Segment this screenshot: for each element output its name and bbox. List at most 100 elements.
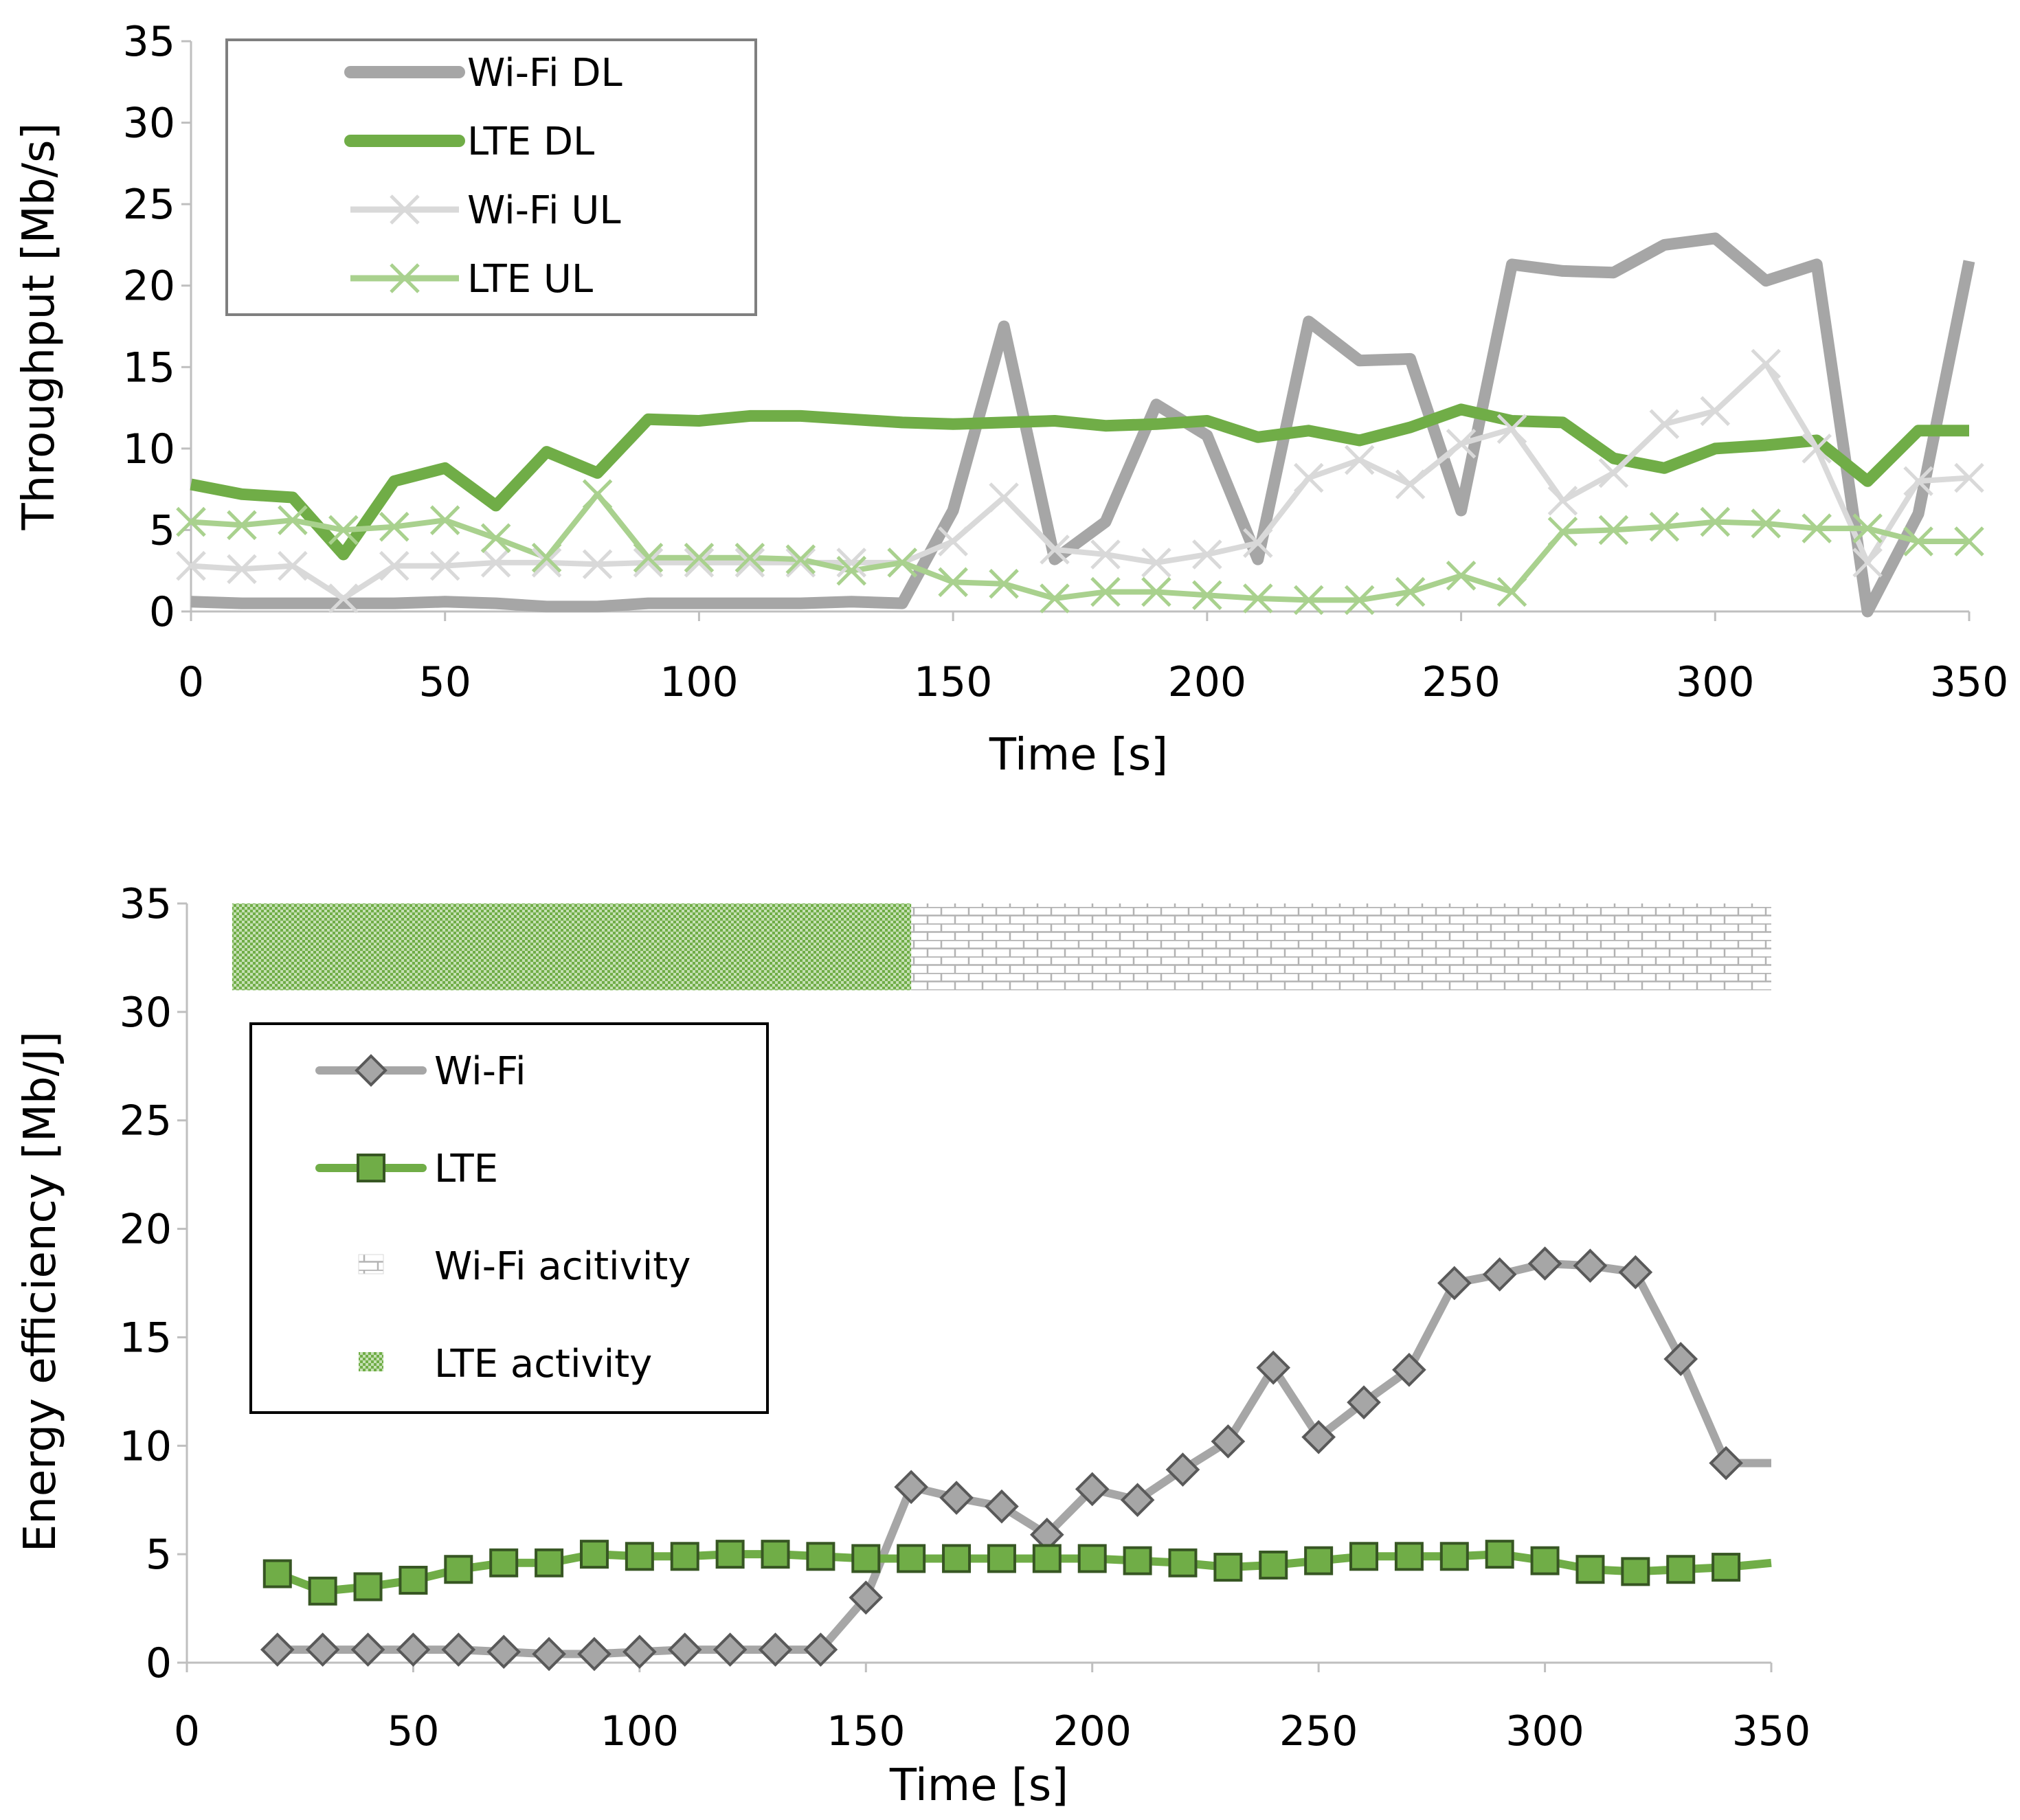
- energy-y-tick-label: 5: [146, 1531, 172, 1579]
- data-point-lte: [625, 1542, 654, 1571]
- energy-y-tick-label: 20: [120, 1206, 172, 1254]
- legend-marker-wifi: [355, 1054, 388, 1087]
- data-point-wi-fi: [712, 1632, 748, 1667]
- data-point-wi-fi-ul: [1446, 428, 1477, 459]
- data-point-wi-fi: [1256, 1350, 1291, 1385]
- data-point-wi-fi-ul: [1344, 445, 1375, 475]
- data-point-lte: [1439, 1542, 1469, 1571]
- data-point-lte-ul: [1852, 513, 1883, 543]
- data-point-lte: [987, 1544, 1016, 1573]
- series-line-wi-fi-ul: [190, 361, 1970, 601]
- legend-swatch-wifi-activity: [358, 1254, 384, 1274]
- data-point-lte-ul: [176, 506, 206, 537]
- data-point-wi-fi: [486, 1634, 521, 1670]
- data-point-lte: [897, 1544, 926, 1573]
- series-line-lte-ul: [190, 491, 1969, 603]
- data-point-wi-fi-ul: [1649, 409, 1680, 440]
- data-point-wi-fi: [1573, 1248, 1608, 1283]
- data-point-wi-fi-ul: [1090, 539, 1121, 570]
- data-point-lte: [670, 1542, 699, 1571]
- throughput-y-tick-label: 30: [123, 100, 175, 148]
- energy-y-tick-label: 10: [120, 1422, 172, 1470]
- legend-label-wifi: Wi-Fi: [434, 1049, 526, 1094]
- data-point-lte: [1712, 1553, 1741, 1582]
- throughput-y-tick-label: 5: [149, 506, 175, 554]
- legend-label-wifi-activity: Wi-Fi acitivity: [434, 1244, 691, 1289]
- data-point-wi-fi: [396, 1632, 431, 1667]
- data-point-lte: [1032, 1544, 1062, 1573]
- data-point-wi-fi-ul: [582, 549, 613, 579]
- data-point-wi-fi-ul: [1598, 458, 1629, 488]
- data-point-wi-fi-ul: [1395, 469, 1426, 499]
- data-point-lte-ul: [1040, 583, 1070, 614]
- throughput-legend: Wi-Fi DL LTE DL Wi-Fi UL LTE UL: [225, 38, 757, 316]
- legend-label-lte: LTE: [434, 1147, 498, 1191]
- throughput-x-tick-label: 0: [178, 658, 204, 706]
- data-point-lte: [1213, 1553, 1243, 1582]
- data-point-wi-fi: [894, 1470, 928, 1505]
- energy-x-tick-label: 150: [827, 1707, 906, 1755]
- data-point-wi-fi: [350, 1632, 385, 1667]
- legend-entry-wifi: Wi-Fi: [315, 1049, 526, 1094]
- data-point-wi-fi-ul: [684, 548, 715, 578]
- legend-marker-wifi-ul: [390, 194, 420, 225]
- data-point-lte: [489, 1548, 519, 1577]
- energy-y-tick-label: 15: [120, 1314, 172, 1362]
- legend-marker-lte: [357, 1154, 385, 1182]
- throughput-axes: [190, 41, 1969, 613]
- activity-band-wi-fi-acitivity: [911, 903, 1771, 991]
- data-point-wi-fi: [1392, 1352, 1426, 1387]
- data-point-lte-ul: [1395, 576, 1426, 607]
- data-point-wi-fi-ul: [1496, 414, 1527, 445]
- data-point-lte-ul: [633, 542, 664, 573]
- data-point-lte-ul: [1903, 526, 1933, 557]
- data-point-wi-fi-ul: [480, 548, 511, 578]
- data-point-lte-ul: [1344, 585, 1375, 616]
- data-point-lte: [1485, 1540, 1514, 1569]
- throughput-x-tick-label: 350: [1930, 658, 2009, 706]
- data-point-wi-fi-ul: [429, 550, 460, 581]
- data-point-lte: [308, 1576, 337, 1606]
- data-point-lte: [399, 1566, 428, 1595]
- data-point-wi-fi-ul: [1293, 462, 1324, 493]
- data-point-lte-ul: [1547, 517, 1578, 547]
- energy-x-tick-label: 50: [387, 1707, 439, 1755]
- energy-x-tick-label: 0: [174, 1707, 200, 1755]
- series-line-lte: [276, 1550, 1772, 1595]
- legend-marker-lte-ul: [390, 263, 420, 293]
- data-point-wi-fi-ul: [836, 548, 867, 578]
- data-point-wi-fi: [622, 1634, 657, 1670]
- data-point-wi-fi-ul: [785, 548, 816, 578]
- throughput-y-tick-label: 35: [123, 18, 175, 66]
- data-point-lte: [1575, 1555, 1605, 1584]
- data-point-lte-ul: [531, 542, 562, 573]
- data-point-lte-ul: [1141, 576, 1171, 607]
- data-point-lte: [535, 1548, 564, 1577]
- data-point-wi-fi-ul: [1903, 466, 1933, 497]
- data-point-wi-fi: [1437, 1266, 1472, 1301]
- throughput-x-tick-label: 150: [914, 658, 993, 706]
- data-point-lte: [942, 1544, 972, 1573]
- data-point-wi-fi-ul: [1954, 462, 1984, 493]
- data-point-lte-ul: [328, 515, 359, 546]
- legend-label-lte-activity: LTE activity: [434, 1342, 652, 1386]
- data-point-lte: [851, 1544, 881, 1573]
- energy-y-tick-label: 35: [120, 880, 172, 928]
- data-point-wi-fi: [667, 1632, 702, 1667]
- throughput-x-tick-label: 200: [1168, 658, 1247, 706]
- data-point-wi-fi: [532, 1637, 566, 1672]
- data-point-wi-fi: [577, 1637, 611, 1672]
- data-point-wi-fi: [1075, 1472, 1110, 1507]
- data-point-lte-ul: [1598, 515, 1629, 546]
- throughput-legend-box: [225, 38, 757, 316]
- data-point-lte: [353, 1572, 383, 1602]
- series-line-wi-fi: [277, 1259, 1771, 1659]
- data-point-lte-ul: [1090, 576, 1121, 607]
- data-point-lte: [1621, 1557, 1650, 1586]
- data-point-lte-ul: [1700, 506, 1731, 537]
- data-point-lte-ul: [1954, 526, 1984, 557]
- data-point-lte: [1666, 1555, 1696, 1584]
- data-point-lte: [262, 1559, 292, 1588]
- data-point-lte: [1530, 1546, 1560, 1575]
